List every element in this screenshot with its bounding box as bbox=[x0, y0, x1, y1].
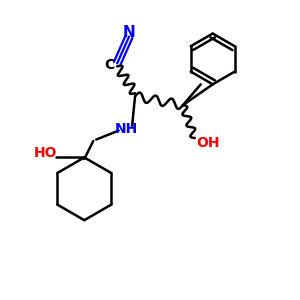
Text: NH: NH bbox=[115, 122, 138, 136]
Text: OH: OH bbox=[196, 136, 220, 149]
Text: HO: HO bbox=[34, 146, 57, 160]
Text: N: N bbox=[123, 25, 136, 40]
Text: C: C bbox=[105, 58, 115, 72]
